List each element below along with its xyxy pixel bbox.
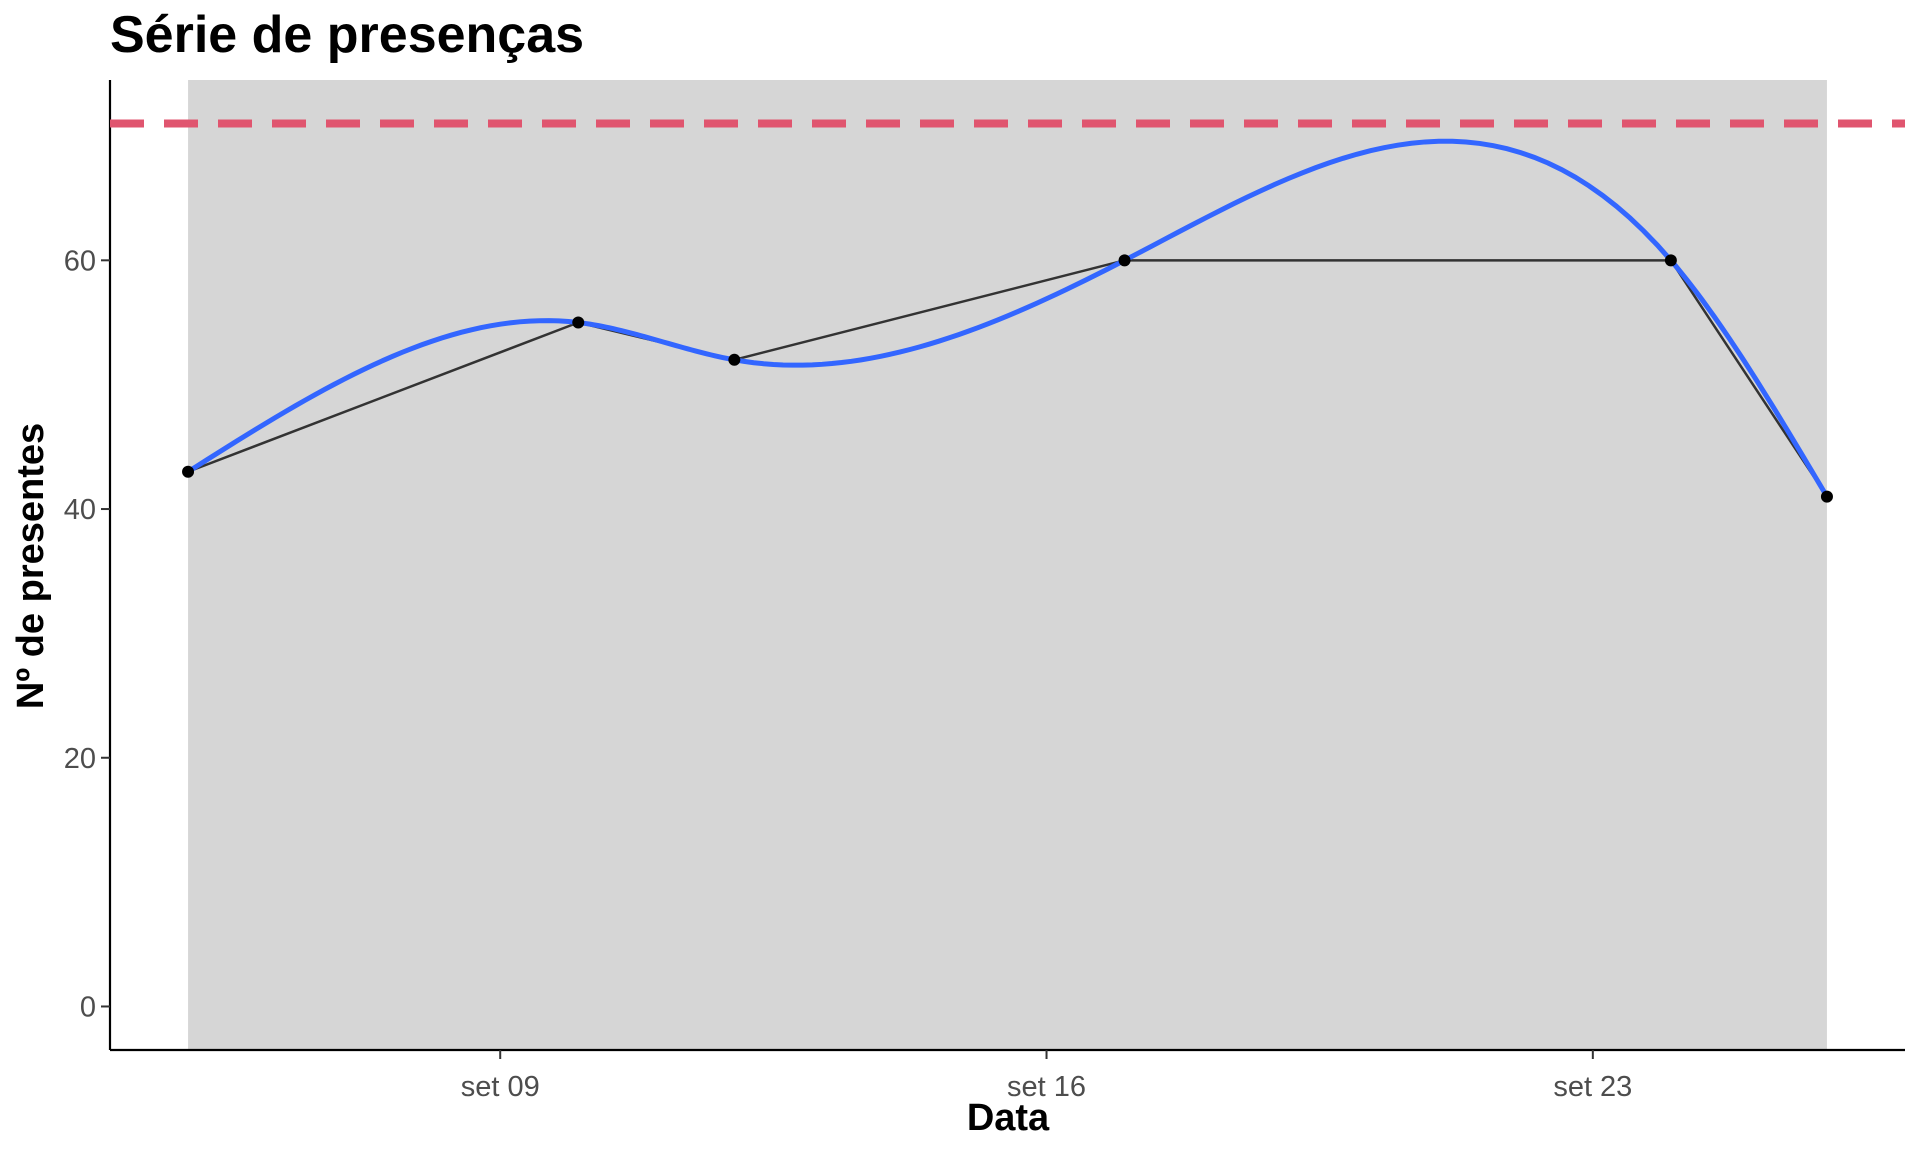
series-line [187, 259, 1828, 498]
y-tick-label: 60 [64, 245, 96, 277]
data-point [1118, 254, 1131, 267]
x-axis-title: Data [967, 1097, 1050, 1139]
y-tick-label: 20 [64, 743, 96, 775]
chart-title: Série de presenças [110, 6, 584, 64]
data-point [1664, 254, 1677, 267]
x-tick-label: set 16 [1007, 1071, 1086, 1103]
data-point [182, 465, 195, 478]
x-tick-label: set 09 [461, 1071, 540, 1103]
shaded-period [188, 80, 1827, 1050]
data-point [572, 316, 585, 329]
plot-area: 0 20 40 60 set 09 set 16 set 23 [64, 80, 1905, 1103]
y-tick-label: 40 [64, 494, 96, 526]
y-tick-label: 0 [80, 991, 96, 1023]
data-point [728, 353, 741, 366]
smooth-line [186, 138, 1830, 498]
x-tick-label: set 23 [1553, 1071, 1632, 1103]
data-point [1820, 490, 1833, 503]
y-axis-title: Nº de presentes [10, 423, 52, 709]
